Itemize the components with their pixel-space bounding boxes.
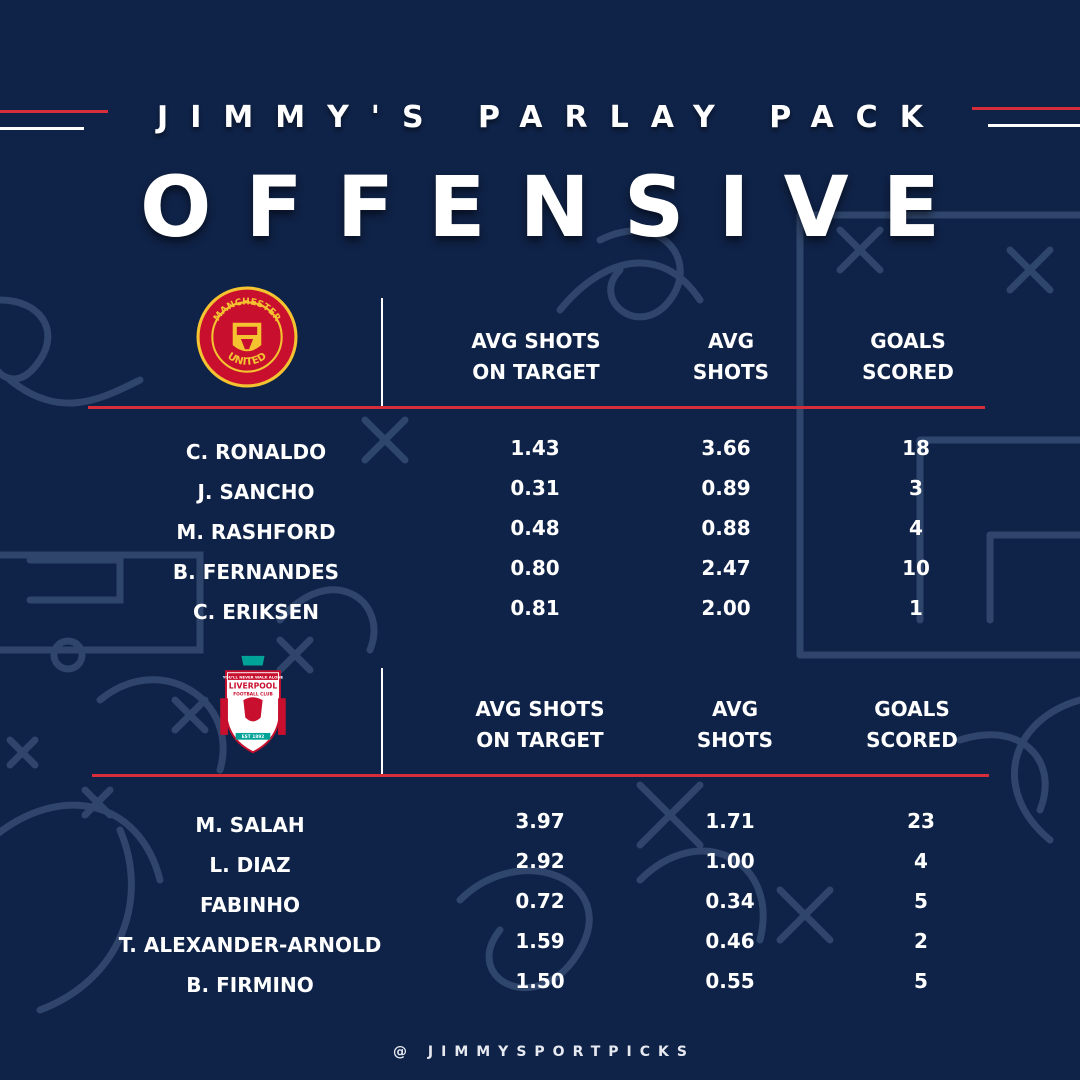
page-title: OFFENSIVE [140, 158, 974, 256]
player-name: T. ALEXANDER-ARNOLD [118, 933, 382, 957]
header-divider-vertical-1 [381, 298, 383, 408]
player-name: B. FERNANDES [172, 560, 340, 584]
stat-goals-scored: 4 [909, 516, 923, 540]
table-row: B. FERNANDES 0.80 2.47 10 [0, 556, 1080, 600]
player-name: L. DIAZ [209, 853, 291, 877]
table-row: C. ERIKSEN 0.81 2.00 1 [0, 596, 1080, 640]
stat-avg-shots: 0.34 [705, 889, 755, 913]
social-handle: @ JIMMYSPORTPICKS [393, 1044, 695, 1060]
crest-text-top: YOU'LL NEVER WALK ALONE [222, 675, 284, 680]
crest-text-est: EST 1892 [242, 734, 265, 740]
player-name: C. ERIKSEN [192, 600, 320, 624]
table-row: T. ALEXANDER-ARNOLD 1.59 0.46 2 [0, 929, 1080, 973]
stat-avg-shots-on-target: 0.48 [510, 516, 560, 540]
player-name: FABINHO [199, 893, 300, 917]
brand-title: JIMMY'S PARLAY PACK [157, 100, 945, 135]
table-row: M. RASHFORD 0.48 0.88 4 [0, 516, 1080, 560]
table-row: FABINHO 0.72 0.34 5 [0, 889, 1080, 933]
crest-text-bottom: UNITED [225, 351, 268, 368]
stat-avg-shots: 1.71 [705, 809, 755, 833]
col-head-goals-scored-1: GOALS SCORED [862, 329, 954, 384]
col-head-avg-shots-2: AVG SHOTS [696, 697, 774, 752]
stat-goals-scored: 10 [902, 556, 930, 580]
header-divider-horizontal-2 [92, 774, 989, 777]
stat-avg-shots-on-target: 0.31 [510, 476, 560, 500]
stat-avg-shots-on-target: 1.43 [510, 436, 560, 460]
stat-avg-shots-on-target: 1.50 [515, 969, 565, 993]
player-name: J. SANCHO [197, 480, 315, 504]
stat-goals-scored: 18 [902, 436, 930, 460]
stat-goals-scored: 1 [909, 596, 923, 620]
player-name: C. RONALDO [185, 440, 327, 464]
stat-goals-scored: 5 [914, 969, 928, 993]
table-row: C. RONALDO 1.43 3.66 18 [0, 436, 1080, 480]
stat-goals-scored: 23 [907, 809, 935, 833]
stat-avg-shots-on-target: 3.97 [515, 809, 565, 833]
player-name: M. RASHFORD [176, 520, 336, 544]
player-name: B. FIRMINO [186, 973, 314, 997]
player-name: M. SALAH [195, 813, 305, 837]
stat-avg-shots: 3.66 [701, 436, 751, 460]
table-row: L. DIAZ 2.92 1.00 4 [0, 849, 1080, 893]
table-row: B. FIRMINO 1.50 0.55 5 [0, 969, 1080, 1013]
header-divider-vertical-2 [381, 668, 383, 776]
table-row: M. SALAH 3.97 1.71 23 [0, 809, 1080, 853]
stat-avg-shots-on-target: 2.92 [515, 849, 565, 873]
decor-line-left-white [0, 127, 84, 130]
stat-goals-scored: 2 [914, 929, 928, 953]
stat-avg-shots-on-target: 1.59 [515, 929, 565, 953]
decor-line-right-red [972, 107, 1080, 110]
stat-avg-shots: 0.46 [705, 929, 755, 953]
header-divider-horizontal-1 [88, 406, 985, 409]
stat-avg-shots: 0.55 [705, 969, 755, 993]
table-row: J. SANCHO 0.31 0.89 3 [0, 476, 1080, 520]
svg-text:UNITED: UNITED [225, 351, 268, 368]
crest-text-club: LIVERPOOL [229, 682, 278, 691]
stat-goals-scored: 4 [914, 849, 928, 873]
stat-avg-shots-on-target: 0.81 [510, 596, 560, 620]
liverpool-crest-icon: YOU'LL NEVER WALK ALONE LIVERPOOL FOOTBA… [220, 655, 286, 754]
col-head-goals-scored-2: GOALS SCORED [866, 697, 958, 752]
stat-goals-scored: 3 [909, 476, 923, 500]
manchester-united-crest-icon: MANCHESTER UNITED [196, 286, 298, 388]
crest-text-sub: FOOTBALL CLUB [233, 691, 273, 697]
stat-avg-shots-on-target: 0.80 [510, 556, 560, 580]
stat-avg-shots: 1.00 [705, 849, 755, 873]
decor-line-left-red [0, 110, 108, 113]
stat-goals-scored: 5 [914, 889, 928, 913]
col-head-avg-shots-on-target-2: AVG SHOTS ON TARGET [475, 697, 605, 752]
stat-avg-shots: 2.00 [701, 596, 751, 620]
stat-avg-shots: 2.47 [701, 556, 751, 580]
col-head-avg-shots-1: AVG SHOTS [692, 329, 770, 384]
stat-avg-shots-on-target: 0.72 [515, 889, 565, 913]
stat-avg-shots: 0.88 [701, 516, 751, 540]
col-head-avg-shots-on-target-1: AVG SHOTS ON TARGET [471, 329, 601, 384]
stat-avg-shots: 0.89 [701, 476, 751, 500]
decor-line-right-white [988, 124, 1080, 127]
